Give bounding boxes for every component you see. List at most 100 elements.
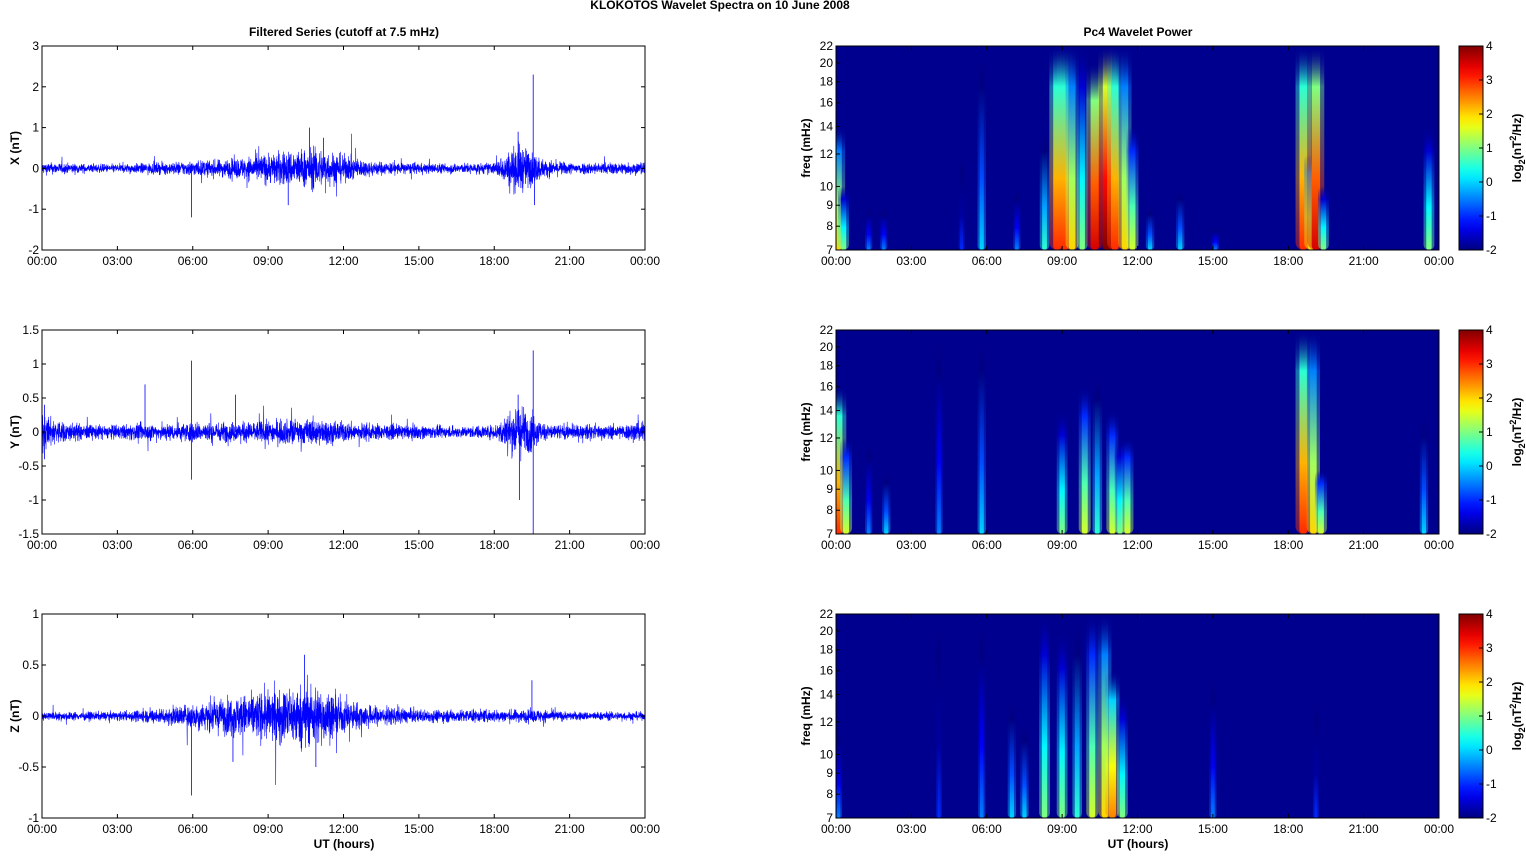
colorbar-label-part: /Hz) bbox=[1510, 398, 1524, 420]
x-tick-label: 06:00 bbox=[178, 822, 208, 836]
colorbar-label-part: 2 bbox=[1517, 727, 1526, 732]
x-tick-label: 06:00 bbox=[178, 254, 208, 268]
wavelet-burst bbox=[1108, 670, 1116, 818]
colorbar-label-part: 2 bbox=[1517, 443, 1526, 448]
y-tick-label: 10 bbox=[820, 463, 834, 477]
colorbar-label-part: 2 bbox=[1508, 136, 1518, 141]
y-tick-label: 0.5 bbox=[22, 391, 39, 405]
y-tick-label: 20 bbox=[820, 56, 834, 70]
colorbar-tick-label: 0 bbox=[1486, 743, 1493, 757]
colorbar-tick-label: 1 bbox=[1486, 425, 1493, 439]
wavelet-burst bbox=[866, 437, 871, 534]
colorbar-tick-label: 3 bbox=[1486, 641, 1493, 655]
wavelet-burst bbox=[1022, 721, 1027, 818]
y-axis-label: freq (mHz) bbox=[799, 118, 813, 177]
y-tick-label: 9 bbox=[826, 482, 833, 496]
wavelet-burst bbox=[1089, 614, 1096, 818]
y-tick-label: 1 bbox=[32, 607, 39, 621]
y-tick-label: 16 bbox=[820, 380, 834, 394]
wavelet-burst bbox=[836, 721, 841, 818]
y-tick-label: 18 bbox=[820, 359, 834, 373]
wavelet-burst bbox=[1074, 614, 1080, 818]
left-xlabel: UT (hours) bbox=[314, 837, 375, 851]
colorbar-label-part: log bbox=[1510, 164, 1524, 182]
y-tick-label: 9 bbox=[826, 766, 833, 780]
x-tick-label: 00:00 bbox=[630, 538, 660, 552]
y-tick-label: -1 bbox=[28, 202, 39, 216]
x-tick-label: 03:00 bbox=[102, 822, 132, 836]
x-tick-label: 00:00 bbox=[27, 822, 57, 836]
colorbar-label-part: /Hz) bbox=[1510, 114, 1524, 136]
wavelet-burst bbox=[1059, 630, 1065, 818]
x-tick-label: 18:00 bbox=[479, 822, 509, 836]
x-tick-label: 09:00 bbox=[253, 538, 283, 552]
y-axis-label: Y (nT) bbox=[8, 415, 22, 449]
x-tick-label: 12:00 bbox=[1122, 538, 1152, 552]
colorbar-tick-label: -1 bbox=[1486, 493, 1497, 507]
colorbar-tick-label: 3 bbox=[1486, 357, 1493, 371]
y-tick-label: 14 bbox=[820, 120, 834, 134]
colorbar-tick-label: 3 bbox=[1486, 73, 1493, 87]
wavelet-burst bbox=[1311, 46, 1321, 250]
wavelet-burst bbox=[1094, 365, 1100, 534]
colorbar-tick-label: 0 bbox=[1486, 459, 1493, 473]
y-tick-label: 14 bbox=[820, 688, 834, 702]
wavelet-burst bbox=[884, 470, 889, 534]
wavelet-burst bbox=[1041, 614, 1048, 818]
wavelet-burst bbox=[1213, 226, 1218, 250]
wavelet-burst bbox=[1042, 126, 1047, 250]
wavelet-burst bbox=[1119, 694, 1126, 818]
y-tick-label: 10 bbox=[820, 179, 834, 193]
colorbar-label-part: log bbox=[1510, 732, 1524, 750]
wavelet-burst bbox=[937, 330, 941, 534]
y-tick-label: 18 bbox=[820, 75, 834, 89]
y-tick-label: 12 bbox=[820, 147, 834, 161]
series-line bbox=[42, 674, 645, 785]
y-tick-label: -2 bbox=[28, 243, 39, 257]
x-tick-label: 15:00 bbox=[404, 254, 434, 268]
x-tick-label: 21:00 bbox=[555, 254, 585, 268]
y-tick-label: 1 bbox=[32, 121, 39, 135]
y-tick-label: 14 bbox=[820, 404, 834, 418]
colorbar-label-part: (nT bbox=[1510, 424, 1524, 443]
y-tick-label: 0 bbox=[32, 425, 39, 439]
colorbar-label-part: 2 bbox=[1508, 420, 1518, 425]
wavelet-burst bbox=[1147, 205, 1153, 250]
wavelet-burst bbox=[979, 46, 984, 250]
x-tick-label: 09:00 bbox=[1047, 254, 1077, 268]
y-tick-label: 12 bbox=[820, 715, 834, 729]
wavelet-burst bbox=[979, 330, 984, 534]
x-tick-label: 00:00 bbox=[630, 822, 660, 836]
spectrum-background bbox=[836, 330, 1439, 534]
colorbar-tick-label: 1 bbox=[1486, 141, 1493, 155]
x-tick-label: 21:00 bbox=[555, 822, 585, 836]
y-tick-label: 18 bbox=[820, 643, 834, 657]
x-tick-label: 09:00 bbox=[253, 254, 283, 268]
y-tick-label: 16 bbox=[820, 664, 834, 678]
wavelet-burst bbox=[1299, 330, 1308, 534]
series-line bbox=[42, 133, 645, 197]
y-tick-label: 10 bbox=[820, 747, 834, 761]
wavelet-burst bbox=[1090, 62, 1099, 250]
x-tick-label: 15:00 bbox=[1198, 538, 1228, 552]
x-tick-label: 15:00 bbox=[1198, 822, 1228, 836]
wavelet-burst bbox=[1109, 410, 1116, 534]
right-xlabel: UT (hours) bbox=[1108, 837, 1169, 851]
wavelet-burst bbox=[1211, 670, 1215, 818]
x-tick-label: 12:00 bbox=[328, 254, 358, 268]
timeseries-panel-x: -2 -1 0 1 2 3 00:00 03:00 06:00 09:00 12:00 15:00 18… bbox=[8, 39, 660, 268]
wavelet-burst bbox=[1015, 186, 1019, 250]
x-tick-label: 00:00 bbox=[1424, 538, 1454, 552]
wavelet-burst bbox=[1178, 186, 1183, 250]
x-tick-label: 06:00 bbox=[178, 538, 208, 552]
x-tick-label: 12:00 bbox=[328, 822, 358, 836]
colorbar-tick-label: 4 bbox=[1486, 323, 1493, 337]
x-tick-label: 03:00 bbox=[102, 538, 132, 552]
wavelet-burst bbox=[1124, 437, 1131, 534]
x-tick-label: 00:00 bbox=[27, 254, 57, 268]
x-tick-label: 18:00 bbox=[1273, 822, 1303, 836]
